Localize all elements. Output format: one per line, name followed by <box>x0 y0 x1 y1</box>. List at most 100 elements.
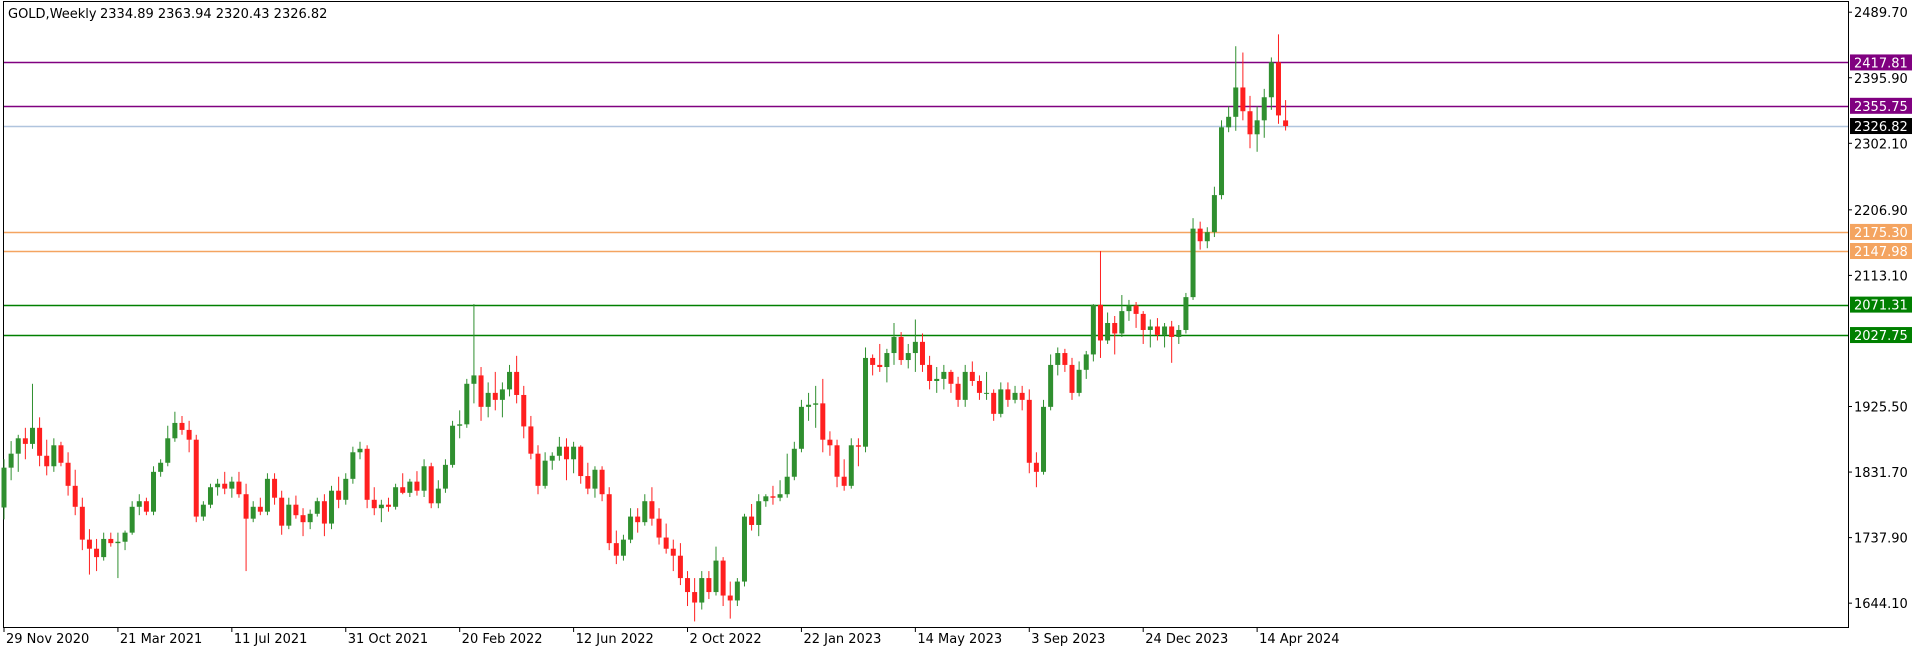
candle-body <box>115 541 121 544</box>
y-tick-label: 1644.10 <box>1854 597 1908 612</box>
x-tick-label: 29 Nov 2020 <box>6 632 89 647</box>
candle-body <box>1147 326 1153 330</box>
candle-body <box>756 501 762 525</box>
candle-body <box>1183 297 1189 330</box>
candle-body <box>293 504 299 516</box>
candle-body <box>1140 313 1146 330</box>
candle-body <box>1119 311 1125 334</box>
candle-body <box>236 481 242 495</box>
candle-body <box>450 425 456 465</box>
candle-body <box>414 481 420 491</box>
chart-header-ohlc: 2334.89 2363.94 2320.43 2326.82 <box>100 7 327 22</box>
candle-body <box>706 578 712 593</box>
x-tick-label: 12 Jun 2022 <box>576 632 654 647</box>
candle-body <box>186 429 192 440</box>
candle-body <box>22 438 28 444</box>
candle-body <box>741 516 747 582</box>
y-tick-label: 2113.10 <box>1854 269 1908 284</box>
candle-body <box>1097 304 1103 341</box>
candle-body <box>58 445 64 463</box>
candle-body <box>357 448 363 453</box>
candle-body <box>507 371 513 390</box>
level-tag-label: 2147.98 <box>1854 245 1908 260</box>
chart-header-symbol: GOLD,Weekly <box>8 7 97 22</box>
level-tag-bg <box>1850 243 1912 260</box>
candle-body <box>1090 304 1096 355</box>
candle-body <box>556 446 562 456</box>
candle-body <box>521 394 527 427</box>
y-tick-label: 2302.10 <box>1854 137 1908 152</box>
candle-body <box>207 487 213 505</box>
candle-body <box>378 504 384 509</box>
y-tick-label: 2489.70 <box>1854 6 1908 21</box>
level-tag-label: 2355.75 <box>1854 100 1908 115</box>
candle-body <box>827 439 833 446</box>
candle-body <box>649 501 655 519</box>
candle-body <box>585 476 591 489</box>
plot-frame <box>3 1 1849 628</box>
candle-body <box>8 453 14 468</box>
candle-body <box>592 469 598 489</box>
level-tag-bg <box>1850 296 1912 313</box>
candle-body <box>941 371 947 379</box>
candle-body <box>428 466 434 504</box>
y-tick-label: 1925.50 <box>1854 401 1908 416</box>
level-tags: 2417.81 2355.75 2326.82 2175.30 2147.98 2071.… <box>1850 54 1912 344</box>
candle-body <box>677 555 683 579</box>
candle-body <box>272 478 278 498</box>
candle-body <box>72 485 78 507</box>
candle-body <box>912 341 918 354</box>
x-tick-label: 2 Oct 2022 <box>690 632 762 647</box>
candle-body <box>1190 228 1196 298</box>
candle-body <box>1211 195 1217 233</box>
candle-body <box>229 481 235 489</box>
candle-body <box>1219 127 1225 196</box>
candle-body <box>407 481 413 493</box>
x-tick-label: 31 Oct 2021 <box>348 632 428 647</box>
x-tick-label: 21 Mar 2021 <box>120 632 202 647</box>
level-tag-label: 2071.31 <box>1854 299 1908 314</box>
candle-body <box>813 403 819 405</box>
candle-body <box>1275 62 1281 116</box>
candle-body <box>371 499 377 509</box>
candle-body <box>1133 305 1139 314</box>
candle-body <box>855 445 861 447</box>
candle-body <box>784 476 790 495</box>
candle-body <box>628 516 634 540</box>
candle-body <box>1169 326 1175 337</box>
candle-body <box>841 476 847 486</box>
candle-body <box>919 341 925 365</box>
candle-body <box>749 516 755 525</box>
candle-body <box>1048 364 1054 407</box>
level-tag-label: 2175.30 <box>1854 226 1908 241</box>
candle-body <box>51 445 57 467</box>
candle-body <box>442 464 448 489</box>
candle-body <box>1076 369 1082 393</box>
candle-body <box>350 452 356 479</box>
candle-body <box>848 445 854 486</box>
candle-body <box>1062 353 1068 365</box>
candle-body <box>336 490 342 500</box>
candle-body <box>571 446 577 460</box>
candle-body <box>713 560 719 593</box>
candle-body <box>200 504 206 517</box>
candle-body <box>1 467 7 508</box>
candle-body <box>991 392 997 414</box>
candle-body <box>1005 389 1011 400</box>
candle-body <box>642 501 648 523</box>
x-tick-label: 14 Apr 2024 <box>1259 632 1339 647</box>
candle-body <box>1268 62 1274 98</box>
y-tick-label: 1831.70 <box>1854 466 1908 481</box>
candle-body <box>727 595 733 601</box>
candle-body <box>44 455 50 467</box>
candle-body <box>143 501 149 512</box>
candle-body <box>321 501 327 524</box>
candle-body <box>158 462 164 472</box>
candle-body <box>286 504 292 526</box>
candle-body <box>478 375 484 407</box>
candle-body <box>1176 329 1182 337</box>
candle-body <box>905 353 911 361</box>
y-tick-label: 2206.90 <box>1854 204 1908 219</box>
candle-body <box>457 424 463 426</box>
